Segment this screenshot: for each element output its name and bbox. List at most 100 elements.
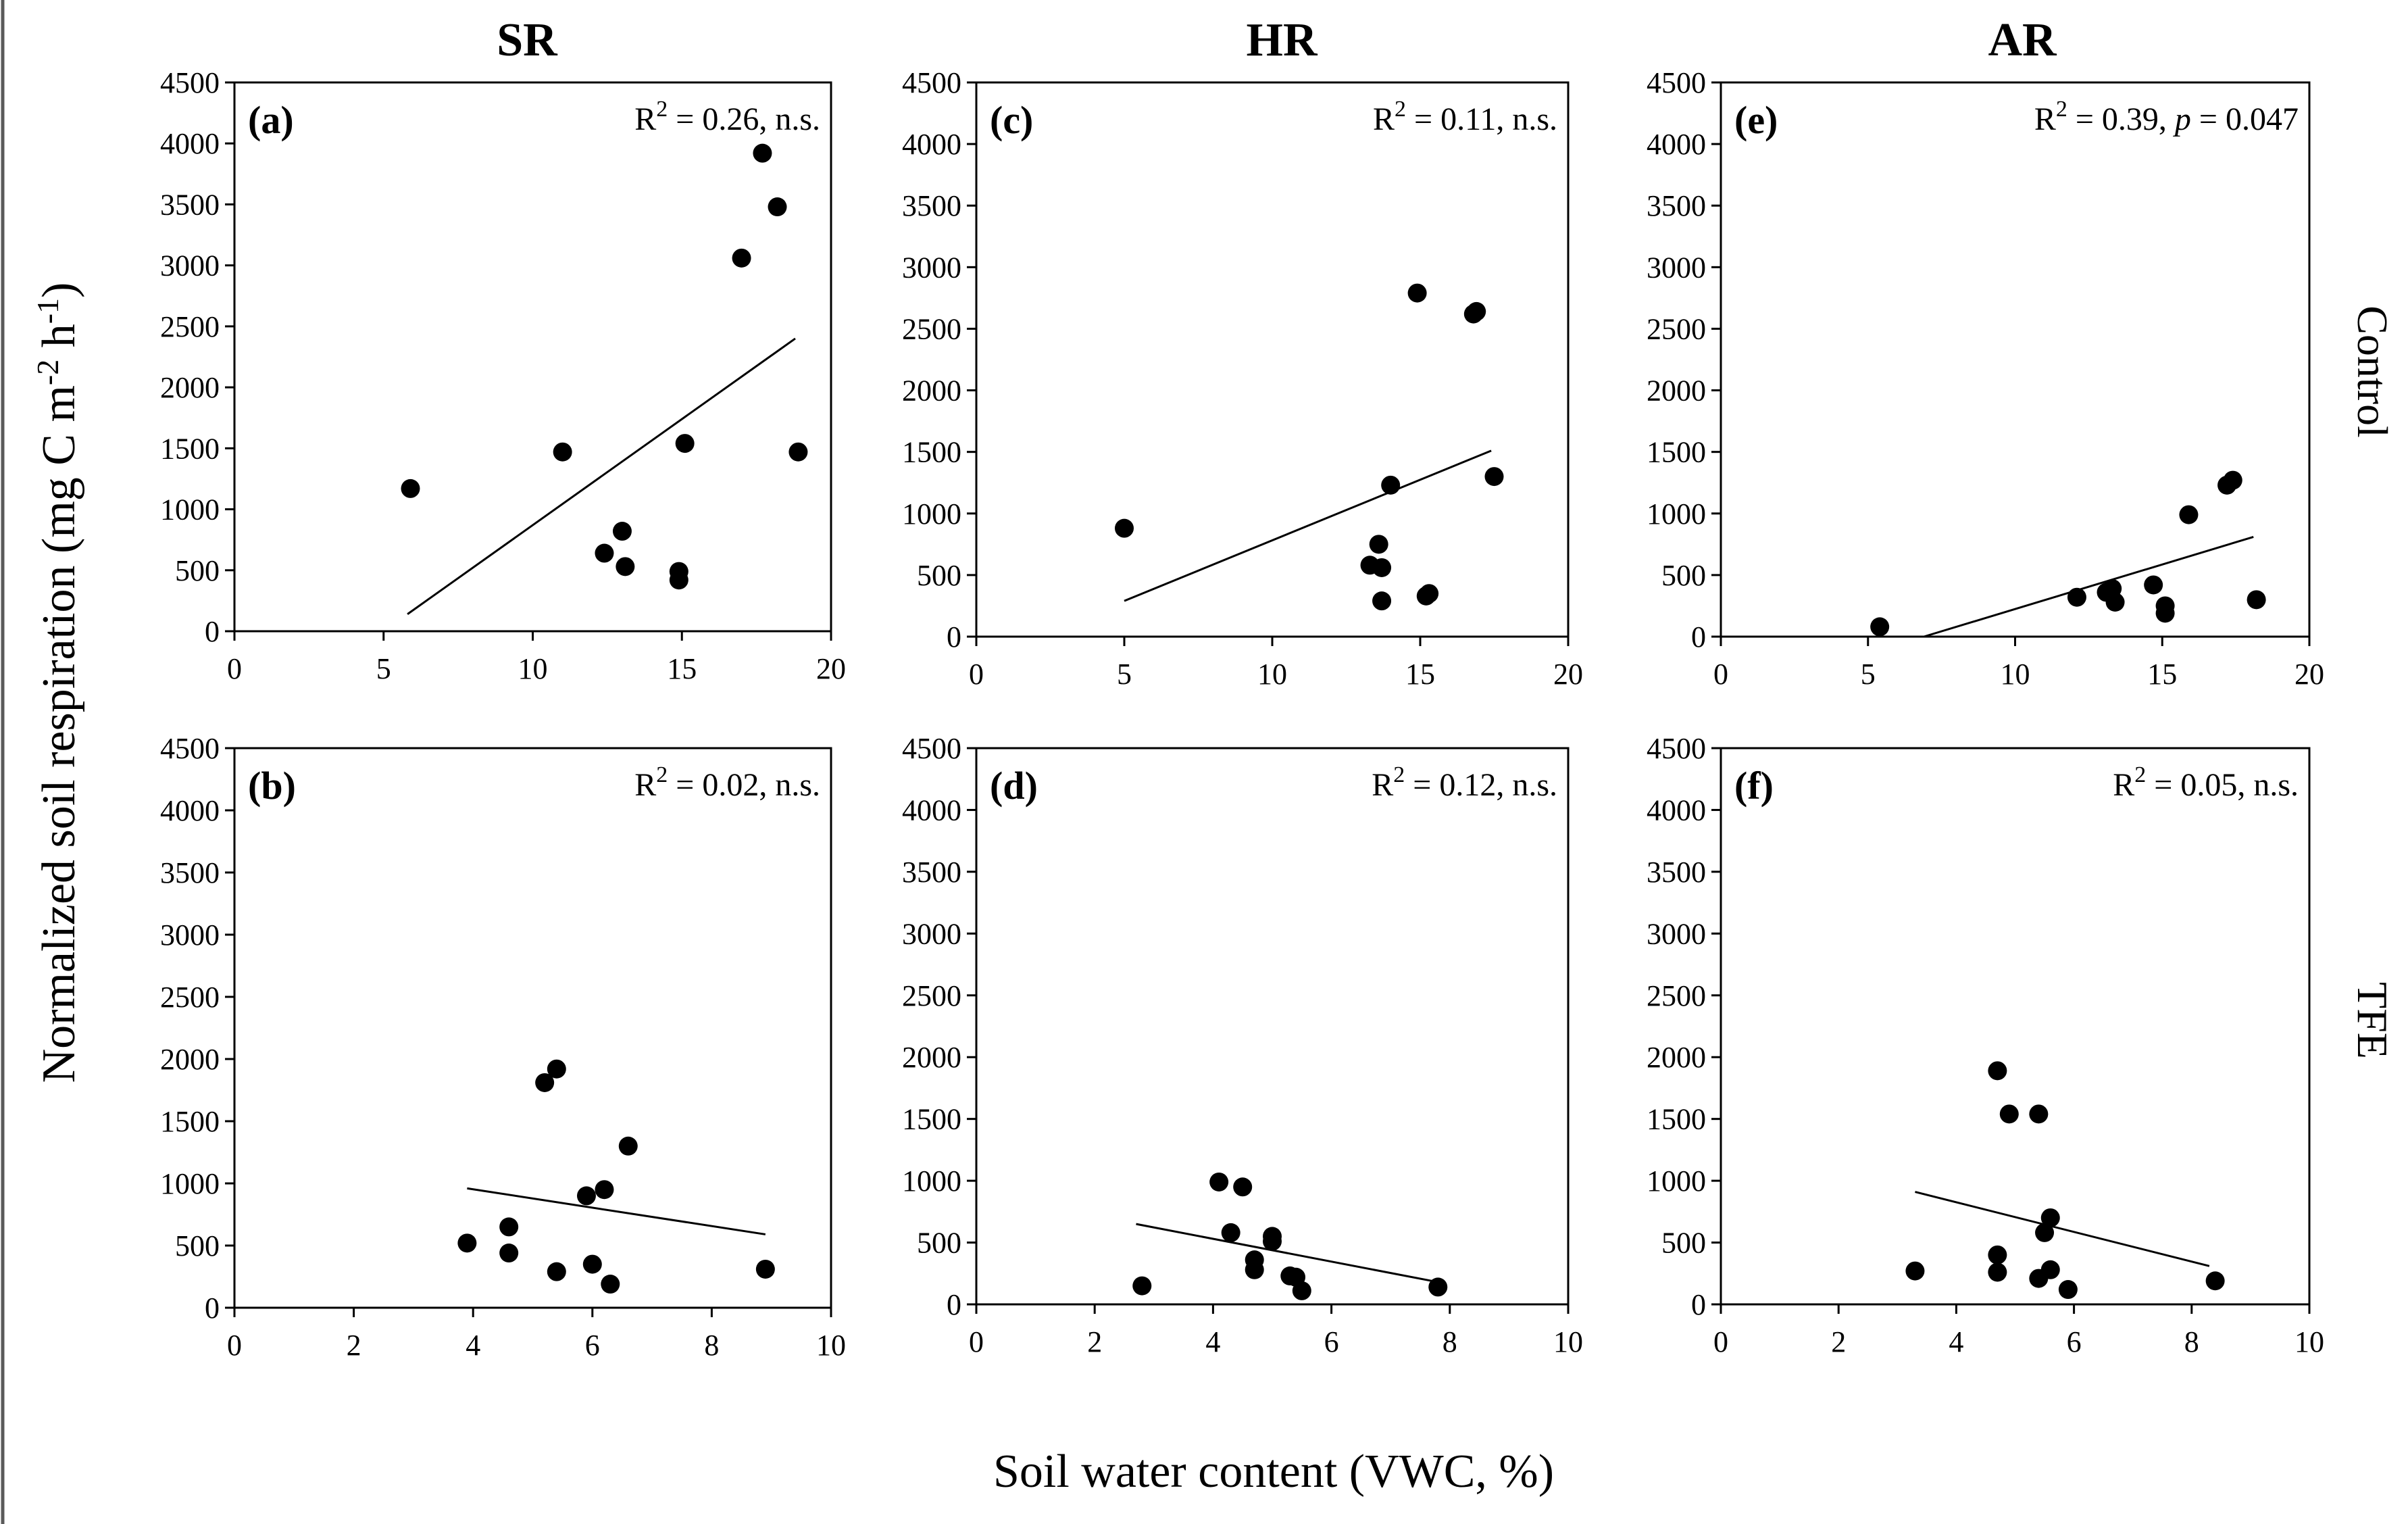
x-tick-label: 6 bbox=[2067, 1325, 2082, 1358]
data-point bbox=[1870, 617, 1890, 637]
x-tick-label: 0 bbox=[969, 658, 984, 691]
y-tick-label: 1500 bbox=[160, 432, 220, 465]
data-point bbox=[669, 570, 688, 590]
panel-label: (e) bbox=[1734, 98, 1778, 142]
x-tick-label: 5 bbox=[376, 652, 391, 685]
regression-line bbox=[1915, 1191, 2210, 1267]
y-axis-label-part2: h bbox=[33, 324, 85, 360]
x-tick-label: 10 bbox=[2294, 1325, 2324, 1358]
y-tick-label: 3000 bbox=[902, 917, 961, 950]
y-tick-label: 1000 bbox=[1647, 497, 1706, 531]
x-tick-label: 4 bbox=[466, 1329, 480, 1362]
data-point bbox=[1988, 1262, 2007, 1282]
data-point bbox=[2029, 1104, 2049, 1124]
y-tick-label: 3500 bbox=[1647, 856, 1706, 889]
data-point bbox=[1115, 518, 1134, 538]
y-tick-label: 2500 bbox=[902, 312, 961, 345]
y-tick-label: 3000 bbox=[1647, 251, 1706, 284]
y-tick-label: 4000 bbox=[1647, 128, 1706, 161]
y-tick-label: 3500 bbox=[902, 856, 961, 889]
y-tick-label: 4000 bbox=[1647, 793, 1706, 827]
x-tick-label: 5 bbox=[1861, 658, 1876, 691]
plot-frame bbox=[233, 747, 832, 1309]
x-tick-label: 5 bbox=[1117, 658, 1132, 691]
plot-frame bbox=[1720, 747, 2311, 1306]
y-tick-label: 3500 bbox=[1647, 189, 1706, 222]
data-point bbox=[2223, 470, 2242, 490]
y-tick-label: 4500 bbox=[902, 732, 961, 765]
x-tick-label: 2 bbox=[1831, 1325, 1846, 1358]
x-tick-label: 20 bbox=[816, 652, 846, 685]
row-label-control: Control bbox=[2349, 305, 2397, 438]
panel-label: (b) bbox=[248, 764, 296, 808]
data-point bbox=[2179, 505, 2199, 524]
regression-line bbox=[1924, 535, 2254, 638]
regression-stat: R2 = 0.11, n.s. bbox=[1373, 97, 1557, 137]
y-axis-label-sup2: -1 bbox=[30, 298, 65, 324]
regression-stat: R2 = 0.05, n.s. bbox=[2113, 762, 2299, 803]
x-tick-label: 20 bbox=[2294, 658, 2324, 691]
y-tick-label: 0 bbox=[1691, 620, 1706, 654]
y-tick-label: 2000 bbox=[1647, 374, 1706, 408]
data-point bbox=[2040, 1208, 2060, 1227]
y-tick-label: 2500 bbox=[160, 981, 220, 1014]
panel-label: (c) bbox=[990, 98, 1033, 142]
y-axis-label-part3: ) bbox=[33, 282, 85, 298]
regression-stat: R2 = 0.12, n.s. bbox=[1372, 762, 1557, 803]
data-point bbox=[2205, 1271, 2225, 1291]
data-point bbox=[2144, 575, 2163, 595]
y-axis-label-part1: Normalized soil respiration (mg C m bbox=[33, 385, 85, 1083]
y-tick-label: 2500 bbox=[1647, 979, 1706, 1012]
data-point bbox=[401, 478, 420, 498]
data-point bbox=[576, 1186, 596, 1206]
x-tick-label: 4 bbox=[1949, 1325, 1963, 1358]
panel-label: (f) bbox=[1734, 764, 1774, 808]
data-point bbox=[1245, 1260, 1264, 1279]
data-point bbox=[1263, 1227, 1282, 1246]
y-tick-label: 500 bbox=[1661, 1227, 1706, 1260]
regression-stat: R2 = 0.39, p = 0.047 bbox=[2034, 97, 2299, 137]
y-tick-label: 3000 bbox=[160, 249, 220, 282]
x-tick-label: 4 bbox=[1205, 1325, 1220, 1358]
y-tick-label: 1000 bbox=[902, 497, 961, 531]
x-tick-label: 2 bbox=[347, 1329, 361, 1362]
y-tick-label: 0 bbox=[205, 615, 220, 648]
regression-line bbox=[1136, 1223, 1438, 1283]
y-tick-label: 3500 bbox=[160, 188, 220, 221]
x-tick-label: 0 bbox=[1713, 658, 1728, 691]
y-tick-label: 2500 bbox=[160, 310, 220, 343]
y-tick-label: 4500 bbox=[1647, 66, 1706, 99]
data-point bbox=[1999, 1104, 2019, 1124]
x-tick-label: 10 bbox=[2001, 658, 2030, 691]
y-tick-label: 4000 bbox=[902, 793, 961, 827]
data-point bbox=[595, 543, 614, 563]
x-tick-label: 15 bbox=[667, 652, 697, 685]
y-tick-label: 1000 bbox=[160, 1167, 220, 1200]
y-tick-label: 1000 bbox=[1647, 1164, 1706, 1198]
plot-frame bbox=[975, 747, 1570, 1306]
panel-f: 0 500 1000 1500 2000 2500 3000 3500 4000 4500 0 2 4 6… bbox=[1647, 732, 2324, 1358]
x-tick-label: 0 bbox=[969, 1325, 984, 1358]
y-tick-label: 2000 bbox=[160, 1043, 220, 1076]
data-point bbox=[553, 442, 572, 462]
panel-d: 0 500 1000 1500 2000 2500 3000 3500 4000 4500 0 2 4 6… bbox=[902, 732, 1583, 1358]
x-tick-label: 6 bbox=[585, 1329, 600, 1362]
y-tick-label: 4000 bbox=[160, 794, 220, 827]
y-tick-label: 500 bbox=[175, 554, 220, 587]
y-tick-label: 4500 bbox=[1647, 732, 1706, 765]
data-point bbox=[601, 1275, 620, 1294]
data-point bbox=[675, 434, 695, 453]
y-tick-label: 1500 bbox=[902, 436, 961, 469]
data-point bbox=[2247, 590, 2266, 610]
regression-line bbox=[467, 1187, 766, 1235]
data-point bbox=[1381, 475, 1401, 495]
data-point bbox=[755, 1259, 775, 1279]
data-point bbox=[1132, 1276, 1152, 1296]
x-tick-label: 6 bbox=[1324, 1325, 1339, 1358]
y-tick-label: 1500 bbox=[1647, 436, 1706, 469]
y-tick-label: 3500 bbox=[160, 856, 220, 889]
x-tick-label: 0 bbox=[227, 1329, 242, 1362]
y-tick-label: 1500 bbox=[1647, 1103, 1706, 1136]
x-tick-label: 10 bbox=[1257, 658, 1287, 691]
x-tick-label: 10 bbox=[518, 652, 548, 685]
